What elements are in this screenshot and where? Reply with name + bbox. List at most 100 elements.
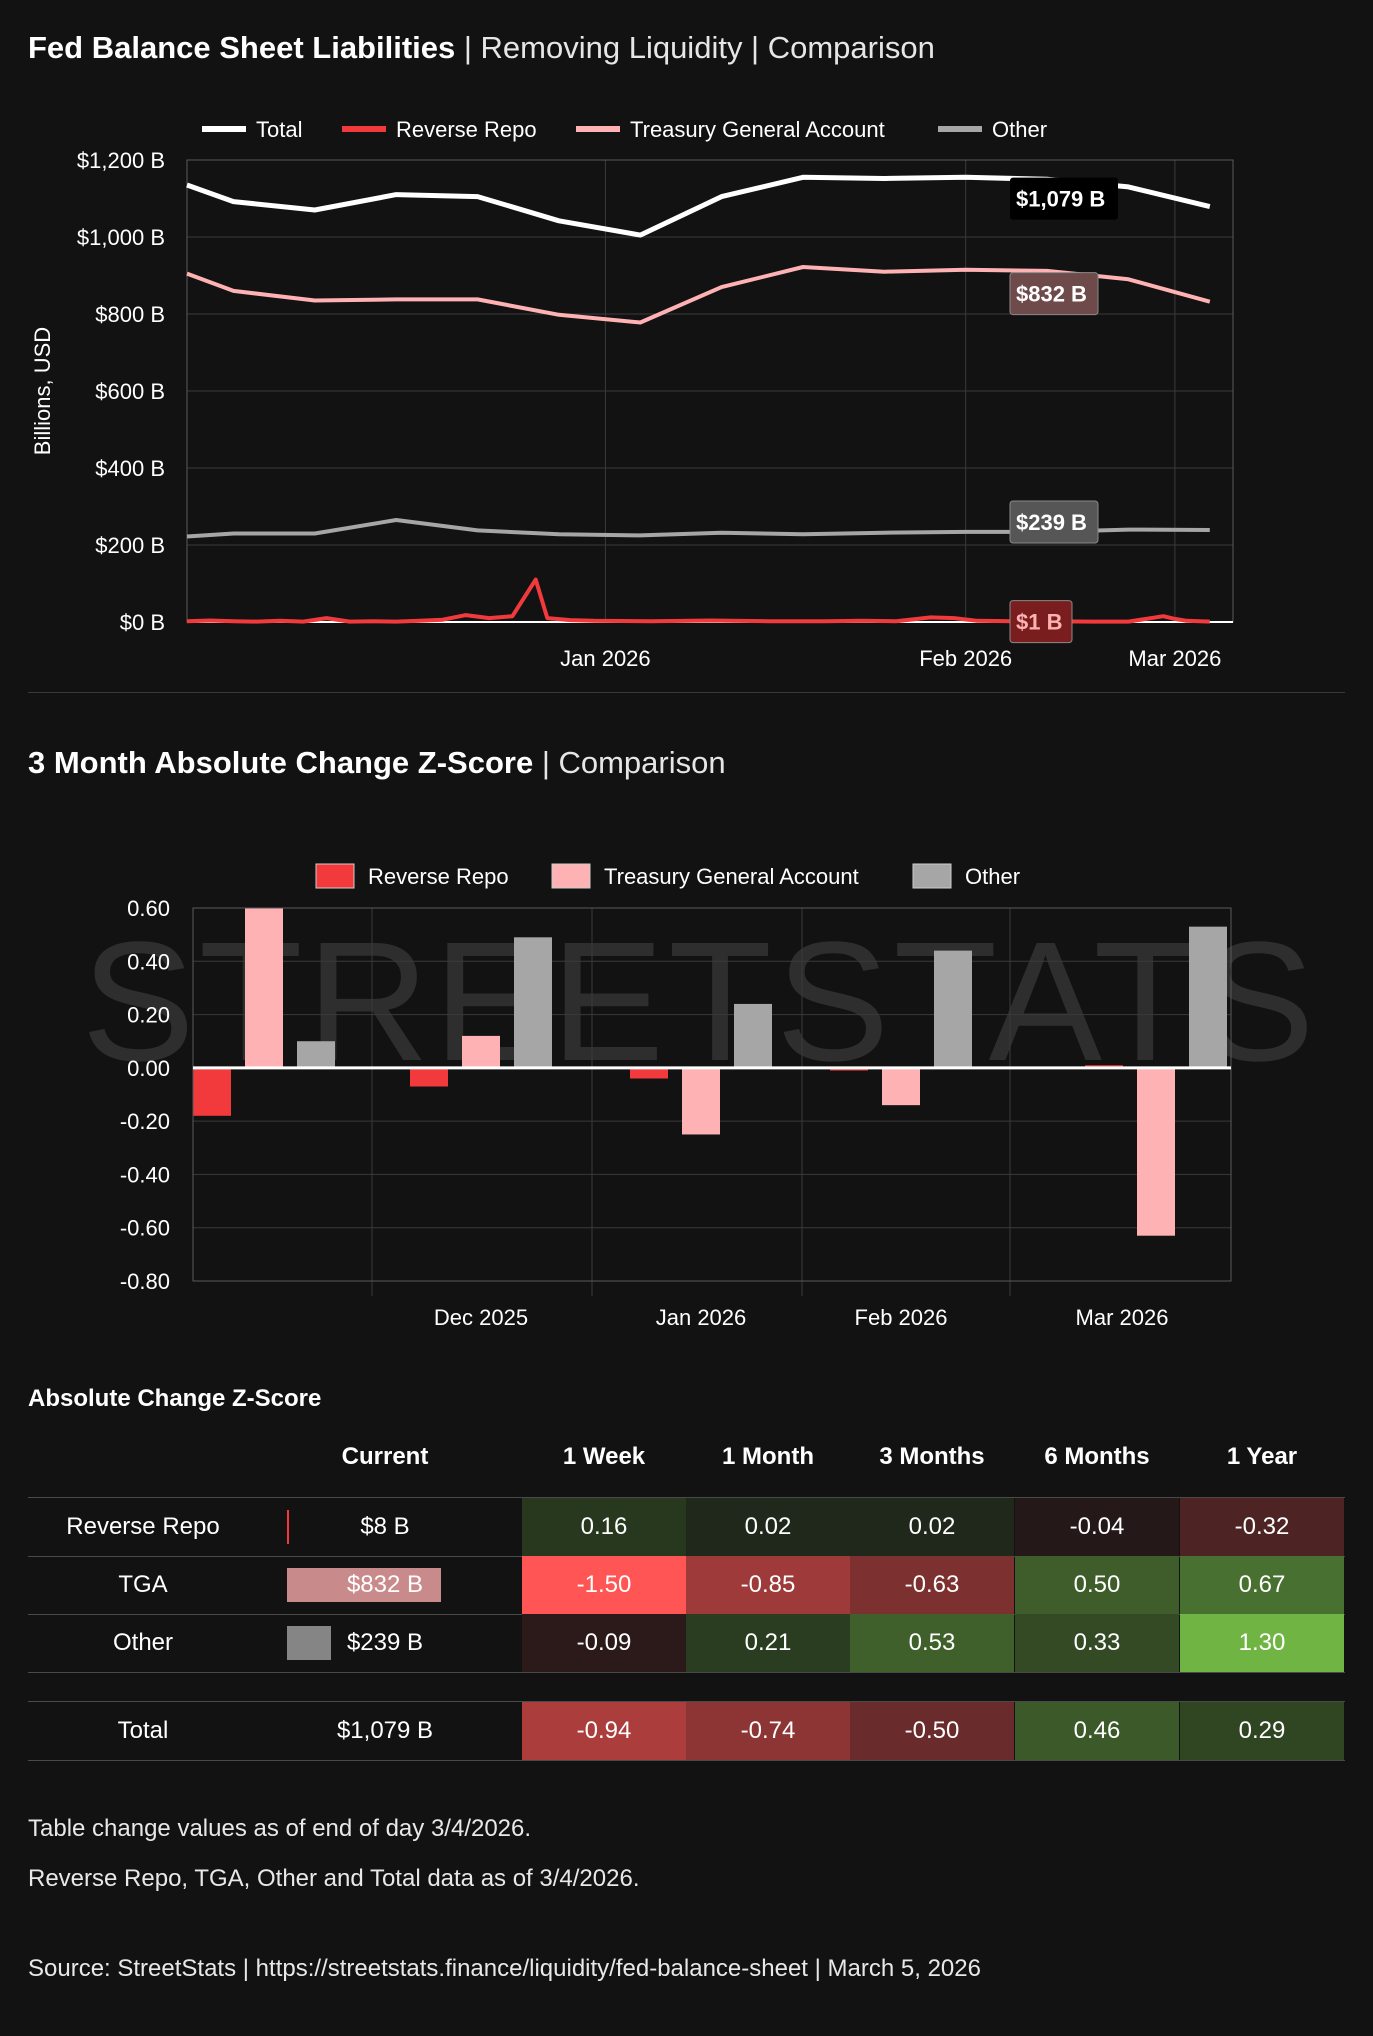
bar-treasury-general-account-jan-2026: [682, 1067, 720, 1135]
chart2-title-main: 3 Month Absolute Change Z-Score: [28, 745, 534, 780]
row-label-other: Other: [112, 1629, 174, 1656]
end-label-box-other: [1009, 500, 1099, 544]
legend-swatch-reverse-repo: [315, 863, 355, 889]
x-tick-label: Feb 2026: [855, 1305, 948, 1330]
bar-treasury-general-account-dec-2025: [462, 1035, 500, 1068]
current-cell-reverse-repo: $8 B: [258, 1498, 550, 1556]
current-bar-other: [287, 1626, 332, 1660]
legend-label-treasury-general-account: Treasury General Account: [630, 117, 885, 142]
bar-treasury-general-account-feb-2026: [882, 1067, 920, 1106]
legend-label-reverse-repo: Reverse Repo: [368, 864, 509, 889]
section-divider: [28, 692, 1345, 693]
legend-swatch-reverse-repo: [342, 126, 386, 132]
table-top-border: [28, 1497, 1345, 1498]
y-tick-label: 0.00: [127, 1056, 170, 1081]
zscore-total-3-months: -0.50: [850, 1702, 1014, 1760]
bar-reverse-repo-nov-2025: [193, 1067, 231, 1116]
zscore-reverse-repo-1-month: 0.02: [686, 1498, 850, 1556]
column-header-1-month: 1 Month: [722, 1443, 814, 1470]
y-tick-label: $800 B: [95, 302, 165, 327]
y-tick-label: $1,200 B: [77, 148, 165, 173]
y-tick-label: $1,000 B: [77, 225, 165, 250]
current-cell-tga: $832 B: [258, 1556, 550, 1614]
x-tick-label: Mar 2026: [1076, 1305, 1169, 1330]
end-label-total: $1,079 B: [1016, 187, 1105, 212]
y-tick-label: 0.20: [127, 1003, 170, 1028]
y-tick-label: 0.60: [127, 896, 170, 921]
zscore-tga-1-week: -1.50: [522, 1556, 686, 1614]
legend-swatch-treasury-general-account: [551, 863, 591, 889]
legend-label-treasury-general-account: Treasury General Account: [604, 864, 859, 889]
table-row-reverse-repo: Reverse Repo $8 B 0.16 0.02 0.02 -0.04 -0.32: [28, 1498, 1345, 1557]
zscore-reverse-repo-1-year: -0.32: [1180, 1498, 1344, 1556]
row-label-reverse-repo: Reverse Repo: [66, 1513, 220, 1540]
zscore-tga-1-month: -0.85: [686, 1556, 850, 1614]
bar-reverse-repo-jan-2026: [630, 1067, 668, 1079]
y-tick-label: $400 B: [95, 456, 165, 481]
chart1-title-sub: | Removing Liquidity | Comparison: [455, 30, 935, 65]
bar-treasury-general-account-nov-2025: [245, 908, 283, 1068]
zscore-total-1-week: -0.94: [522, 1702, 686, 1760]
y-tick-label: -0.20: [120, 1109, 170, 1134]
zscore-total-1-year: 0.29: [1180, 1702, 1344, 1760]
legend-swatch-other: [938, 126, 982, 132]
note-table-date: Table change values as of end of day 3/4…: [28, 1815, 532, 1842]
column-header-1-year: 1 Year: [1226, 1443, 1298, 1470]
note-data-date: Reverse Repo, TGA, Other and Total data …: [28, 1865, 640, 1892]
zscore-reverse-repo-3-months: 0.02: [850, 1498, 1014, 1556]
series-line-treasury-general-account: [186, 265, 1211, 325]
zscore-total-1-month: -0.74: [686, 1702, 850, 1760]
chart2-title: 3 Month Absolute Change Z-Score | Compar…: [28, 745, 726, 781]
legend-label-other: Other: [965, 864, 1020, 889]
current-bar-tga: [287, 1568, 442, 1602]
legend-swatch-treasury-general-account: [576, 126, 620, 132]
y-tick-label: -0.80: [120, 1269, 170, 1294]
chart1-title: Fed Balance Sheet Liabilities | Removing…: [28, 30, 935, 66]
column-header-1-week: 1 Week: [562, 1443, 646, 1470]
column-header-3-months: 3 Months: [879, 1443, 985, 1470]
x-tick-label: Dec 2025: [434, 1305, 528, 1330]
table-row-total: Total $1,079 B -0.94 -0.74 -0.50 0.46 0.29: [28, 1702, 1345, 1761]
current-cell-other: $239 B: [258, 1614, 550, 1672]
x-tick-label: Mar 2026: [1128, 646, 1221, 671]
x-tick-label: Feb 2026: [919, 646, 1012, 671]
zscore-other-1-week: -0.09: [522, 1614, 686, 1672]
end-label-box-treasury-general-account: [1009, 272, 1099, 316]
zscore-other-3-months: 0.53: [850, 1614, 1014, 1672]
bar-other-nov-2025: [297, 1041, 335, 1068]
y-tick-label: $0 B: [120, 610, 165, 635]
table-supertitle-row: Absolute Change Z-Score: [28, 1385, 1345, 1413]
row-label-tga: TGA: [118, 1571, 168, 1598]
end-label-treasury-general-account: $832 B: [1016, 282, 1087, 307]
end-label-reverse-repo: $1 B: [1016, 610, 1062, 635]
y-tick-label: -0.60: [120, 1216, 170, 1241]
end-label-box-total: [1010, 177, 1118, 220]
current-value-tga: $832 B: [346, 1571, 424, 1598]
chart1-title-main: Fed Balance Sheet Liabilities: [28, 30, 456, 65]
bar-other-mar-2026: [1189, 926, 1227, 1068]
x-tick-label: Jan 2026: [656, 1305, 747, 1330]
table-supertitle: Absolute Change Z-Score: [28, 1385, 322, 1412]
column-header-6-months: 6 Months: [1044, 1443, 1150, 1470]
zscore-other-1-month: 0.21: [686, 1614, 850, 1672]
zscore-other-6-months: 0.33: [1015, 1614, 1179, 1672]
zscore-other-1-year: 1.30: [1180, 1614, 1344, 1672]
source-line: Source: StreetStats | https://streetstat…: [28, 1955, 981, 1982]
legend-label-total: Total: [256, 117, 302, 142]
bar-other-jan-2026: [734, 1003, 772, 1068]
y-tick-label: $200 B: [95, 533, 165, 558]
zscore-tga-3-months: -0.63: [850, 1556, 1014, 1614]
current-cell-total: $1,079 B: [258, 1702, 550, 1760]
legend-label-reverse-repo: Reverse Repo: [396, 117, 537, 142]
end-label-box-reverse-repo: [1009, 600, 1073, 644]
legend-swatch-total: [202, 126, 246, 132]
plot-frame: [192, 907, 1232, 1282]
bar-treasury-general-account-mar-2026: [1137, 1067, 1175, 1236]
legend-label-other: Other: [992, 117, 1047, 142]
chart2-title-sub: | Comparison: [533, 745, 726, 780]
row-label-total: Total: [117, 1717, 169, 1744]
zscore-tga-1-year: 0.67: [1180, 1556, 1344, 1614]
liabilities-line-chart: Total Reverse Repo Treasury General Accoun…: [30, 117, 1234, 671]
legend-swatch-other: [912, 863, 952, 889]
